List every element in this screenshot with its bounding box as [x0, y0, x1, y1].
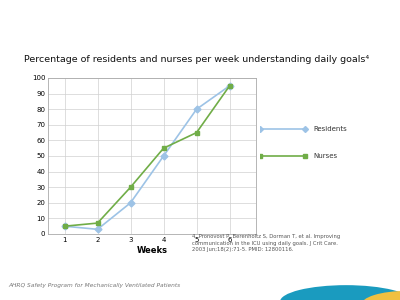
- Text: AHRQ Safety Program for Mechanically Ventilated Patients: AHRQ Safety Program for Mechanically Ven…: [8, 283, 180, 288]
- Ellipse shape: [361, 291, 400, 300]
- Text: Daily Goals   38: Daily Goals 38: [295, 280, 349, 285]
- Text: Daily Goals and Outcomes: Daily Goals and Outcomes: [62, 15, 338, 35]
- Text: 4. Pronovost P, Berenholtz S, Dorman T, et al. Improving
communication in the IC: 4. Pronovost P, Berenholtz S, Dorman T, …: [192, 234, 340, 252]
- Text: Nurses: Nurses: [314, 153, 338, 159]
- X-axis label: Weeks: Weeks: [136, 246, 168, 255]
- Ellipse shape: [280, 285, 400, 300]
- Text: Percentage of residents and nurses per week understanding daily goals⁴: Percentage of residents and nurses per w…: [24, 56, 369, 64]
- Text: Residents: Residents: [314, 126, 348, 132]
